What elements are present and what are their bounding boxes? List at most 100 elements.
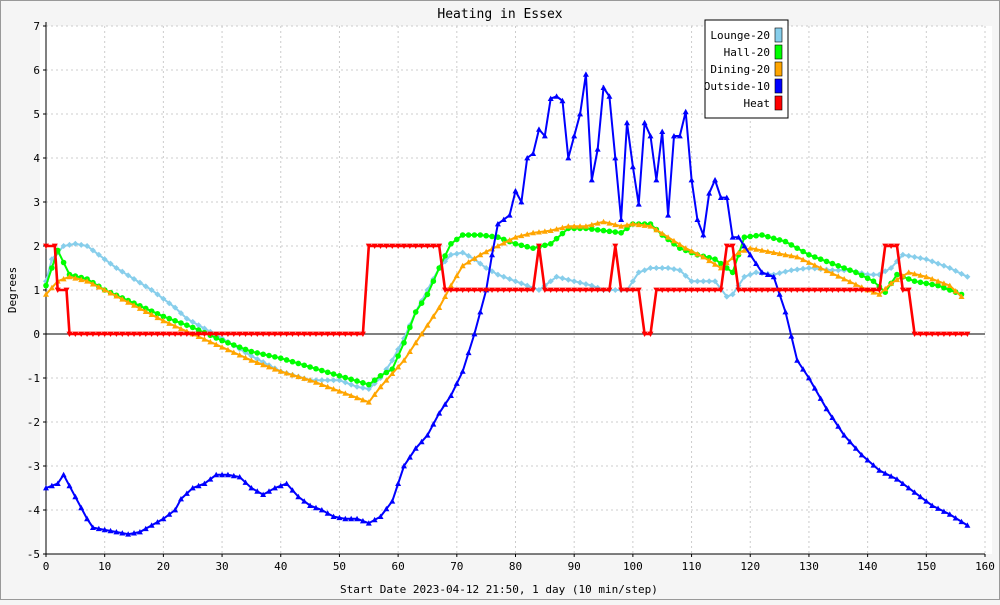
data-point	[747, 245, 754, 251]
data-point	[78, 331, 85, 337]
data-point	[348, 331, 355, 337]
data-point	[330, 513, 337, 519]
data-point	[494, 243, 501, 249]
data-point	[929, 258, 936, 265]
data-point	[354, 383, 361, 390]
data-point	[148, 308, 155, 314]
data-point	[459, 287, 466, 293]
data-point	[400, 243, 407, 249]
data-point	[377, 513, 384, 519]
data-point	[958, 518, 965, 525]
data-point	[418, 300, 425, 307]
data-point	[248, 348, 255, 355]
data-point	[870, 462, 877, 468]
data-point	[876, 467, 883, 473]
data-point	[406, 348, 413, 354]
data-point	[254, 350, 261, 356]
data-point	[641, 119, 648, 126]
data-point	[248, 331, 255, 337]
data-point	[400, 463, 407, 469]
data-point	[729, 243, 736, 249]
data-point	[618, 216, 625, 222]
data-point	[712, 287, 719, 293]
data-point	[447, 287, 454, 293]
data-point	[336, 373, 343, 379]
data-point	[195, 327, 202, 333]
data-point	[66, 331, 73, 337]
data-point	[624, 222, 631, 228]
y-tick-label: 0	[33, 328, 40, 341]
data-point	[582, 71, 589, 77]
data-point	[888, 473, 895, 479]
x-tick-label: 160	[975, 560, 995, 573]
data-point	[864, 287, 871, 293]
data-point	[207, 338, 214, 345]
x-tick-label: 60	[392, 560, 405, 573]
data-point	[342, 379, 349, 386]
data-point	[706, 257, 713, 264]
data-point	[177, 310, 184, 317]
data-point	[659, 230, 666, 236]
data-point	[512, 234, 519, 240]
data-point	[289, 331, 296, 337]
data-point	[588, 287, 595, 293]
data-point	[876, 291, 883, 297]
data-point	[641, 331, 648, 337]
data-point	[412, 309, 419, 315]
x-tick-label: 20	[157, 560, 170, 573]
data-point	[224, 331, 231, 337]
data-point	[283, 370, 290, 376]
data-point	[688, 278, 695, 285]
data-point	[500, 216, 507, 222]
data-point	[794, 266, 801, 273]
data-point	[230, 349, 237, 355]
data-point	[899, 480, 906, 486]
data-point	[78, 504, 85, 511]
data-point	[899, 287, 906, 293]
data-point	[518, 242, 525, 249]
data-point	[841, 265, 847, 271]
data-point	[254, 488, 261, 494]
data-point	[312, 331, 319, 337]
data-point	[665, 234, 672, 240]
data-point	[635, 269, 642, 276]
data-point	[712, 256, 718, 263]
data-point	[923, 256, 930, 263]
data-point	[571, 287, 578, 293]
x-tick-label: 10	[98, 560, 111, 573]
x-tick-label: 120	[740, 560, 760, 573]
data-point	[542, 242, 548, 249]
data-point	[706, 278, 713, 285]
data-point	[952, 331, 959, 337]
data-point	[477, 251, 484, 258]
data-point	[758, 269, 765, 275]
data-point	[893, 476, 900, 482]
data-point	[600, 218, 607, 225]
data-point	[805, 375, 812, 381]
data-point	[477, 309, 484, 315]
data-point	[741, 287, 748, 293]
data-point	[166, 331, 173, 337]
data-point	[794, 287, 801, 293]
data-point	[424, 243, 431, 249]
data-point	[753, 246, 760, 252]
data-point	[260, 361, 267, 368]
data-point	[624, 287, 631, 293]
data-point	[659, 287, 666, 293]
data-point	[307, 377, 314, 383]
x-tick-label: 30	[215, 560, 228, 573]
data-point	[483, 287, 490, 293]
data-point	[776, 237, 783, 243]
data-point	[718, 260, 724, 267]
data-point	[717, 194, 724, 200]
y-tick-label: -3	[27, 460, 40, 473]
data-point	[101, 331, 108, 337]
data-point	[447, 392, 454, 398]
x-tick-label: 70	[450, 560, 463, 573]
data-point	[782, 309, 789, 315]
data-point	[224, 471, 231, 478]
data-point	[424, 322, 431, 328]
data-point	[125, 531, 132, 537]
data-point	[958, 270, 965, 277]
data-point	[154, 331, 161, 337]
